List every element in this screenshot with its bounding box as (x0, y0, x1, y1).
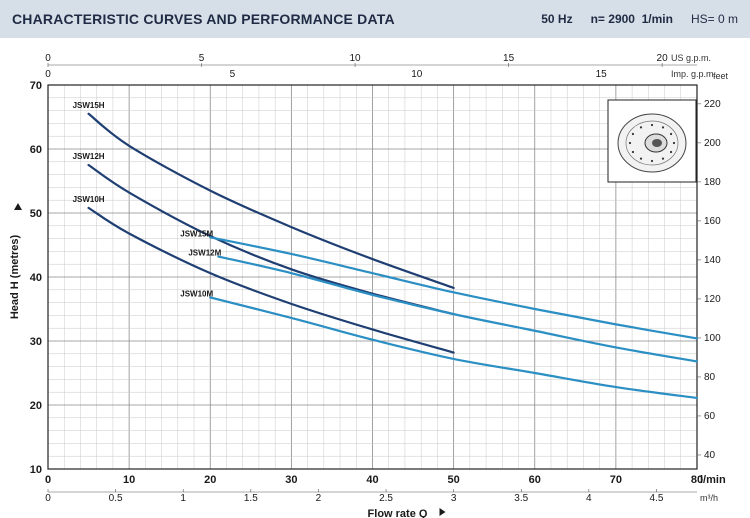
y-tick-label: 30 (30, 336, 42, 348)
m3h-unit-label: m³/h (700, 493, 718, 503)
grid (47, 84, 698, 470)
us-gpm-tick-label: 10 (349, 53, 361, 64)
x-tick-label: 60 (529, 474, 541, 486)
series-label-jsw15m: JSW15M (180, 229, 213, 238)
curve-jsw10m (209, 296, 699, 400)
imp-gpm-tick-label: 15 (596, 69, 608, 80)
m3h-tick-label: 0.5 (109, 493, 123, 504)
frequency-label: 50 Hz (541, 12, 573, 26)
imp-gpm-unit-label: Imp. g.p.m. (671, 69, 716, 79)
x-tick-label: 10 (123, 474, 135, 486)
us-gpm-tick-label: 20 (657, 53, 669, 64)
impeller-icon (607, 99, 697, 183)
m3h-tick-label: 1 (180, 493, 186, 504)
y-tick-label: 50 (30, 208, 42, 220)
m3h-tick-label: 4 (586, 493, 592, 504)
curve-jsw15m (209, 236, 699, 340)
us-gpm-tick-label: 5 (199, 53, 205, 64)
series-label-jsw10m: JSW10M (180, 289, 213, 298)
impeller-ring (625, 120, 679, 166)
suction-height-label: HS= 0 m (690, 12, 738, 26)
y-axis-arrow-icon (14, 203, 22, 210)
impeller-hole (628, 141, 632, 145)
m3h-tick-label: 4.5 (649, 493, 663, 504)
us-gpm-unit-label: US g.p.m. (671, 53, 711, 63)
curve-jsw10h (87, 206, 455, 354)
impeller-hole (639, 126, 643, 129)
impeller-hole (650, 159, 654, 163)
impeller-eye (652, 139, 662, 147)
impeller-hole (639, 157, 643, 160)
m3h-tick-label: 3.5 (514, 493, 528, 504)
m3h-tick-label: 3 (451, 493, 457, 504)
m3h-tick-label: 1.5 (244, 493, 258, 504)
m3h-tick-label: 2 (316, 493, 322, 504)
curves (87, 112, 699, 400)
impeller-hole (631, 132, 635, 136)
us-gpm-tick-label: 0 (45, 53, 51, 64)
curve-jsw12m (217, 255, 699, 363)
x-tick-label: 30 (285, 474, 297, 486)
impeller-hole (669, 150, 673, 154)
feet-tick-label: 220 (704, 99, 721, 110)
series-label-jsw10h: JSW10H (73, 195, 105, 204)
imp-gpm-tick-label: 10 (411, 69, 423, 80)
x-axis-arrow-icon (439, 508, 446, 516)
header-params: 50 Hz n= 2900 1/min HS= 0 m (523, 12, 738, 26)
feet-unit-label: feet (713, 71, 729, 81)
x-tick-label: 80 (691, 474, 703, 486)
m3h-tick-label: 0 (45, 493, 51, 504)
series-label-jsw15h: JSW15H (73, 101, 105, 110)
plot-frame (47, 84, 698, 470)
y-tick-label: 70 (30, 80, 42, 92)
y-axis-title: Head H (metres) (9, 234, 21, 319)
y-tick-label: 60 (30, 144, 42, 156)
series-label-jsw12h: JSW12H (73, 152, 105, 161)
impeller-hole (631, 150, 635, 154)
feet-tick-label: 180 (704, 177, 721, 188)
imp-gpm-tick-label: 0 (45, 69, 51, 80)
x-unit-label: l/min (700, 474, 726, 486)
feet-tick-label: 140 (704, 255, 721, 266)
feet-tick-label: 120 (704, 294, 721, 305)
feet-tick-label: 160 (704, 216, 721, 227)
y-tick-label: 10 (30, 464, 42, 476)
y-tick-label: 40 (30, 272, 42, 284)
imp-gpm-tick-label: 5 (230, 69, 236, 80)
feet-tick-label: 40 (704, 450, 716, 461)
us-gpm-tick-label: 15 (503, 53, 515, 64)
impeller-hole (672, 141, 676, 145)
m3h-tick-label: 2.5 (379, 493, 393, 504)
plot-border (47, 84, 698, 470)
series-labels: JSW15H JSW12H JSW10H JSW15M JSW12M JSW10M (73, 101, 222, 299)
y-tick-label: 20 (30, 400, 42, 412)
chart-header: CHARACTERISTIC CURVES AND PERFORMANCE DA… (0, 0, 750, 38)
x-tick-label: 70 (610, 474, 622, 486)
impeller-hole (669, 132, 673, 136)
x-tick-label: 0 (45, 474, 51, 486)
curve-jsw15h (87, 112, 455, 289)
impeller-hole (661, 157, 665, 160)
impeller-hole (661, 126, 665, 129)
feet-tick-label: 100 (704, 333, 721, 344)
x-tick-label: 20 (204, 474, 216, 486)
feet-tick-label: 200 (704, 138, 721, 149)
x-tick-label: 50 (448, 474, 460, 486)
header-title: CHARACTERISTIC CURVES AND PERFORMANCE DA… (12, 11, 395, 27)
impeller-hole (650, 123, 654, 127)
x-tick-label: 40 (366, 474, 378, 486)
speed-label: n= 2900 1/min (590, 12, 673, 26)
feet-tick-label: 60 (704, 411, 716, 422)
series-label-jsw12m: JSW12M (188, 249, 221, 258)
feet-tick-label: 80 (704, 372, 716, 383)
x-axis-title: Flow rate Q (368, 508, 428, 518)
